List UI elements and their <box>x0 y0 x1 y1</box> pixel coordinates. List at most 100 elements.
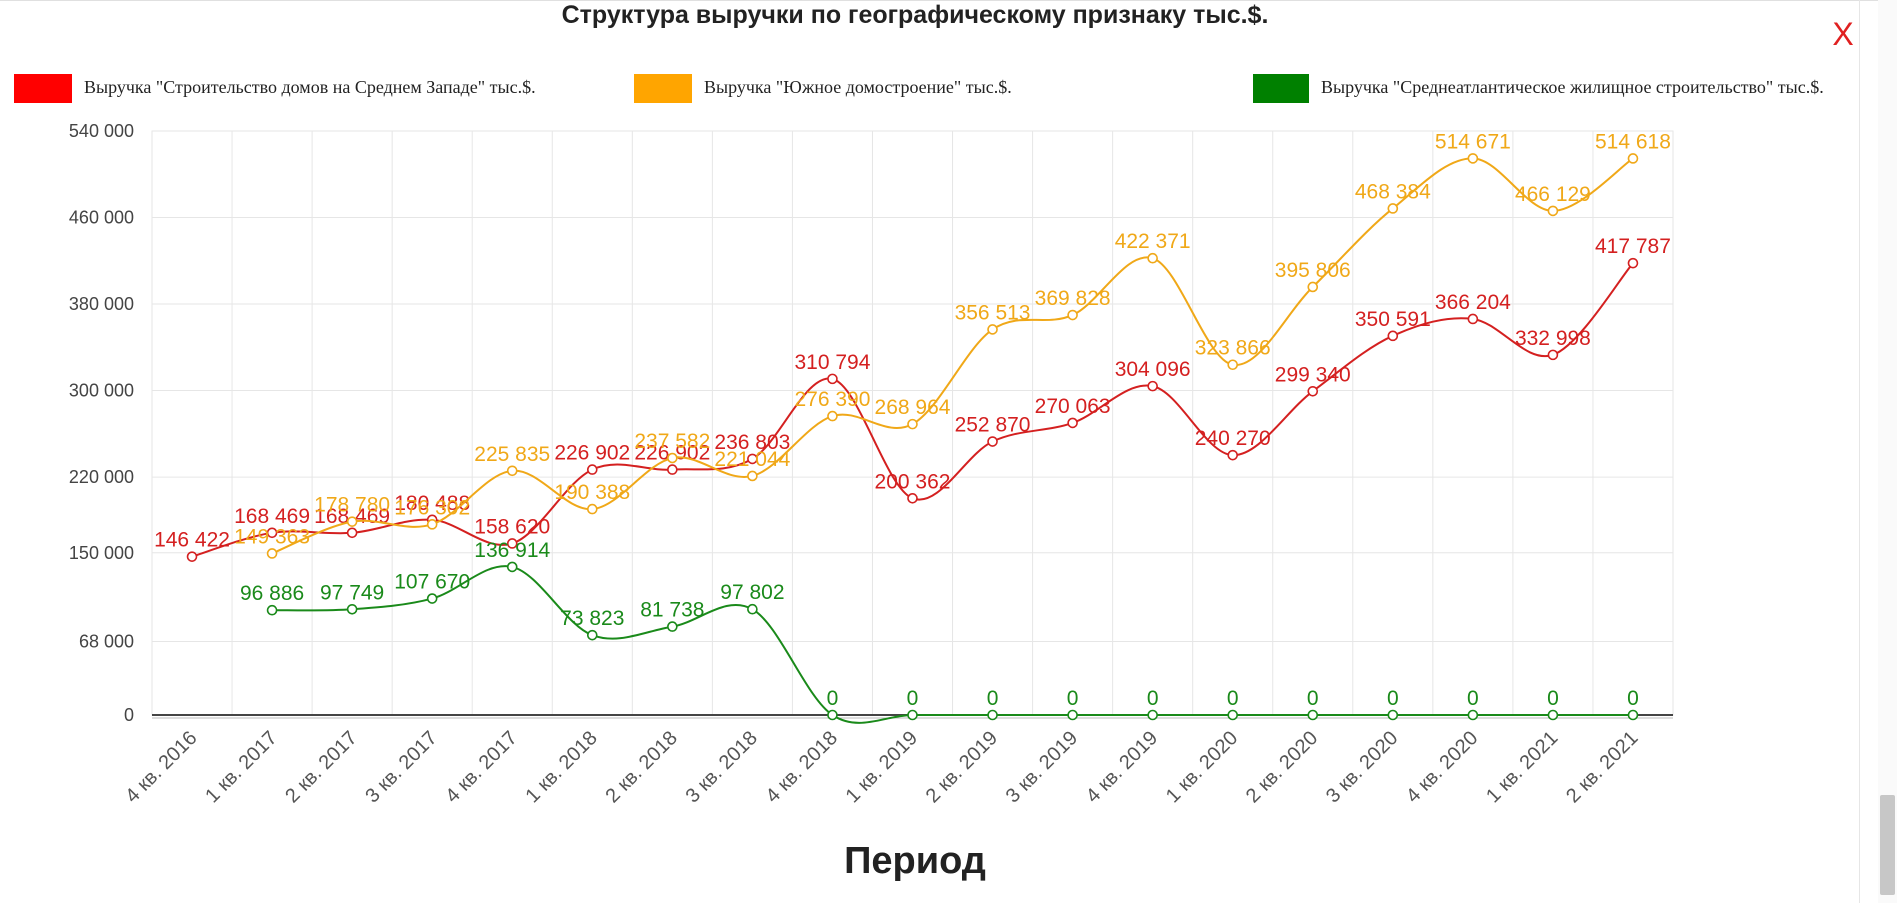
data-point-midwest[interactable] <box>1307 385 1319 397</box>
data-label-midwest: 350 591 <box>1355 308 1431 331</box>
legend-label-southern: Выручка "Южное домостроение" тыс.$. <box>704 77 1012 97</box>
data-point-mid-atlantic[interactable] <box>1227 709 1239 721</box>
data-point-midwest[interactable] <box>1467 313 1479 325</box>
data-point-mid-atlantic[interactable] <box>987 709 998 721</box>
data-label-mid-atlantic: 0 <box>1067 687 1079 710</box>
data-point-southern[interactable] <box>1147 252 1158 264</box>
data-point-midwest[interactable] <box>586 464 598 475</box>
data-label-southern: 466 129 <box>1515 183 1591 206</box>
data-point-mid-atlantic[interactable] <box>1467 709 1479 721</box>
data-point-midwest[interactable] <box>1547 349 1559 361</box>
data-label-mid-atlantic: 0 <box>1467 687 1479 710</box>
close-button[interactable]: X <box>1832 16 1854 52</box>
data-label-midwest: 304 096 <box>1115 358 1191 381</box>
x-tick-label: 3 кв. 2020 <box>1322 727 1402 807</box>
data-label-mid-atlantic: 0 <box>1627 687 1639 710</box>
data-label-southern: 149 363 <box>234 525 310 548</box>
data-point-southern[interactable] <box>1547 205 1559 217</box>
scrollbar-thumb[interactable] <box>1880 795 1895 895</box>
data-point-mid-atlantic[interactable] <box>266 604 278 616</box>
data-point-mid-atlantic[interactable] <box>506 561 518 573</box>
x-tick-label: 2 кв. 2018 <box>601 727 681 807</box>
data-point-southern[interactable] <box>987 324 998 335</box>
x-tick-label: 1 кв. 2021 <box>1482 727 1562 807</box>
data-point-mid-atlantic[interactable] <box>907 709 918 721</box>
data-point-southern[interactable] <box>1627 153 1639 164</box>
data-point-midwest[interactable] <box>667 464 678 475</box>
x-tick-label: 4 кв. 2020 <box>1402 727 1482 807</box>
x-tick-label: 2 кв. 2021 <box>1562 727 1642 807</box>
data-label-midwest: 200 362 <box>875 470 951 493</box>
data-point-mid-atlantic[interactable] <box>1147 709 1158 721</box>
x-tick-label: 1 кв. 2017 <box>201 727 281 807</box>
chart-title: Структура выручки по географическому при… <box>561 1 1269 29</box>
data-point-southern[interactable] <box>586 503 598 515</box>
legend-item-southern[interactable]: Выручка "Южное домостроение" тыс.$. <box>634 74 1064 124</box>
data-point-southern[interactable] <box>506 465 518 477</box>
scrollbar-track[interactable] <box>1878 0 1897 903</box>
data-point-southern[interactable] <box>1467 153 1479 164</box>
data-point-midwest[interactable] <box>1067 417 1078 429</box>
data-point-midwest[interactable] <box>987 436 998 447</box>
x-tick-label: 4 кв. 2018 <box>762 727 842 807</box>
data-point-southern[interactable] <box>426 519 438 530</box>
data-point-mid-atlantic[interactable] <box>667 621 678 632</box>
data-point-mid-atlantic[interactable] <box>1307 709 1319 721</box>
data-point-midwest[interactable] <box>346 527 358 539</box>
x-tick-label: 3 кв. 2018 <box>682 727 762 807</box>
data-point-midwest[interactable] <box>827 373 838 385</box>
data-point-midwest[interactable] <box>907 493 918 504</box>
data-label-mid-atlantic: 0 <box>1307 687 1319 710</box>
data-point-southern[interactable] <box>1387 203 1399 214</box>
data-label-southern: 178 780 <box>314 494 390 517</box>
legend-label-midwest: Выручка "Строительство домов на Среднем … <box>84 77 536 97</box>
data-label-mid-atlantic: 0 <box>1147 687 1159 710</box>
data-point-midwest[interactable] <box>266 527 278 539</box>
data-point-mid-atlantic[interactable] <box>827 709 838 721</box>
data-point-midwest[interactable] <box>1387 330 1399 342</box>
data-point-midwest[interactable] <box>1147 380 1158 392</box>
data-label-midwest: 240 270 <box>1195 427 1271 450</box>
data-point-mid-atlantic[interactable] <box>747 603 758 615</box>
data-label-southern: 176 302 <box>394 496 470 519</box>
data-label-southern: 237 582 <box>634 430 710 453</box>
data-point-mid-atlantic[interactable] <box>426 593 438 604</box>
x-tick-label: 3 кв. 2019 <box>1002 727 1082 807</box>
data-label-midwest: 252 870 <box>955 414 1031 437</box>
data-point-southern[interactable] <box>266 548 278 559</box>
data-point-midwest[interactable] <box>1227 449 1239 461</box>
data-point-mid-atlantic[interactable] <box>1547 709 1559 721</box>
data-point-midwest[interactable] <box>747 453 758 465</box>
data-label-midwest: 146 422 <box>154 529 230 552</box>
data-label-southern: 268 964 <box>875 396 951 419</box>
data-point-southern[interactable] <box>1067 309 1078 321</box>
data-label-southern: 323 866 <box>1195 337 1271 360</box>
legend-swatch-mid-atlantic <box>1253 74 1309 103</box>
data-point-southern[interactable] <box>827 410 838 422</box>
data-point-mid-atlantic[interactable] <box>1627 709 1639 721</box>
data-point-mid-atlantic[interactable] <box>346 603 358 615</box>
data-point-southern[interactable] <box>346 516 358 527</box>
data-point-southern[interactable] <box>747 470 758 482</box>
data-point-southern[interactable] <box>667 452 678 464</box>
data-label-mid-atlantic: 0 <box>827 687 839 710</box>
data-point-midwest[interactable] <box>506 538 518 549</box>
data-point-mid-atlantic[interactable] <box>586 629 598 641</box>
data-label-southern: 276 390 <box>794 388 870 411</box>
y-tick-label: 460 000 <box>69 208 134 228</box>
data-label-mid-atlantic: 0 <box>1387 687 1399 710</box>
data-label-mid-atlantic: 0 <box>907 687 919 710</box>
data-point-midwest[interactable] <box>186 551 198 562</box>
legend-item-midwest[interactable]: Выручка "Строительство домов на Среднем … <box>14 74 614 124</box>
data-point-midwest[interactable] <box>1627 257 1639 269</box>
data-label-southern: 422 371 <box>1115 230 1191 253</box>
data-point-southern[interactable] <box>907 418 918 430</box>
data-label-southern: 190 388 <box>554 481 630 504</box>
legend-item-mid-atlantic[interactable]: Выручка "Среднеатлантическое жилищное ст… <box>1253 74 1833 124</box>
data-label-midwest: 180 488 <box>394 492 470 515</box>
data-point-mid-atlantic[interactable] <box>1067 709 1078 721</box>
data-point-southern[interactable] <box>1307 281 1319 293</box>
data-point-mid-atlantic[interactable] <box>1387 709 1399 721</box>
data-point-southern[interactable] <box>1227 359 1239 371</box>
